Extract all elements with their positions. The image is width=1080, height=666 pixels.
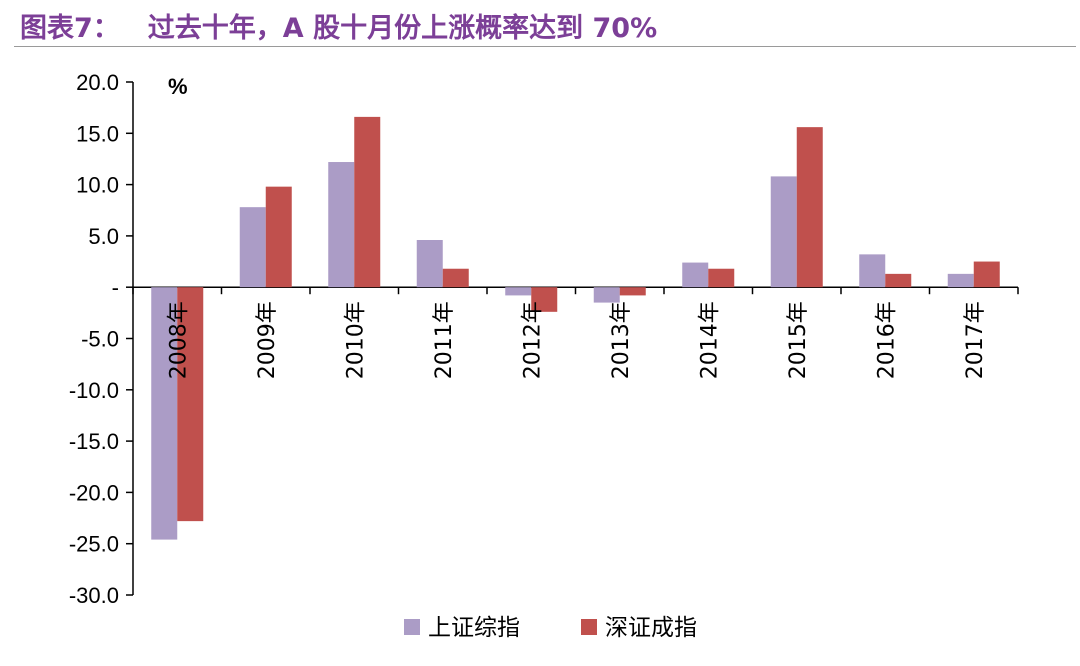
y-tick-label: 20.0 <box>76 70 119 95</box>
bar-shanghai-2008年 <box>151 287 178 540</box>
bar-shenzhen-2013年 <box>619 287 646 296</box>
bar-shanghai-2012年 <box>505 287 532 296</box>
y-tick-label: 5.0 <box>88 224 119 249</box>
bar-shenzhen-2016年 <box>885 273 912 288</box>
legend: 上证综指 深证成指 <box>404 615 697 641</box>
y-tick-label: - <box>112 275 119 300</box>
y-axis: 20.0 15.0 10.0 5.0 - -5.0 -10.0 -15.0 -20.0 -25.0… <box>69 70 134 608</box>
figure-title: 过去十年，A 股十月份上涨概率达到 70% <box>147 13 658 44</box>
bar-shenzhen-2011年 <box>442 268 469 288</box>
y-tick-label: -5.0 <box>81 327 119 352</box>
bar-shanghai-2013年 <box>593 287 620 303</box>
y-ticks: 20.0 15.0 10.0 5.0 - -5.0 -10.0 -15.0 -20.0 -25.0… <box>69 70 133 608</box>
x-tick-label: 2017年 <box>963 301 988 379</box>
x-tick-label: 2011年 <box>432 301 457 379</box>
chart-title: 图表7： 过去十年，A 股十月份上涨概率达到 70% <box>20 6 657 45</box>
bar-shenzhen-2012年 <box>531 287 558 312</box>
bar-shanghai-2009年 <box>239 207 266 288</box>
bar-shanghai-2011年 <box>416 240 443 288</box>
bar-shanghai-2010年 <box>328 162 355 288</box>
y-tick-label: -20.0 <box>69 480 119 505</box>
legend-label: 深证成指 <box>605 615 697 641</box>
bar-chart: 20.0 15.0 10.0 5.0 - -5.0 -10.0 -15.0 -20.0 -25.0… <box>69 70 1019 641</box>
legend-swatch <box>581 619 597 635</box>
chart-header: 图表7： 过去十年，A 股十月份上涨概率达到 70% <box>0 0 1080 48</box>
x-tick-labels: 2008年 2009年 2010年 2011年 2012年 2013年 2014年 2015年… <box>166 301 988 379</box>
x-tick-label: 2013年 <box>609 301 634 379</box>
bar-shenzhen-2017年 <box>973 261 1000 288</box>
x-ticks <box>132 287 1019 295</box>
figure-label: 图表7： <box>20 13 120 44</box>
x-tick-label: 2015年 <box>786 301 811 379</box>
unit-label: % <box>168 74 188 99</box>
bar-shanghai-2015年 <box>770 176 797 288</box>
bars <box>151 116 1000 540</box>
bar-shenzhen-2015年 <box>796 127 823 288</box>
bar-shenzhen-2010年 <box>354 116 381 288</box>
title-divider <box>14 46 1076 47</box>
x-tick-label: 2012年 <box>520 301 545 379</box>
legend-swatch <box>404 619 420 635</box>
x-tick-label: 2009年 <box>255 301 280 379</box>
bar-shanghai-2014年 <box>682 262 709 288</box>
y-tick-label: -30.0 <box>69 583 119 608</box>
x-tick-label: 2008年 <box>166 301 191 379</box>
x-axis <box>132 286 1019 295</box>
y-tick-label: 10.0 <box>76 173 119 198</box>
bar-shenzhen-2014年 <box>708 268 735 288</box>
bar-shenzhen-2009年 <box>265 186 292 288</box>
x-tick-label: 2016年 <box>874 301 899 379</box>
x-tick-label: 2010年 <box>343 301 368 379</box>
y-tick-label: -10.0 <box>69 378 119 403</box>
bar-shenzhen-2008年 <box>177 287 204 522</box>
legend-label: 上证综指 <box>428 615 520 641</box>
x-tick-label: 2014年 <box>697 301 722 379</box>
y-tick-label: -15.0 <box>69 429 119 454</box>
bar-shanghai-2016年 <box>859 254 886 288</box>
y-tick-label: -25.0 <box>69 532 119 557</box>
y-tick-label: 15.0 <box>76 121 119 146</box>
bar-shanghai-2017年 <box>947 273 974 288</box>
